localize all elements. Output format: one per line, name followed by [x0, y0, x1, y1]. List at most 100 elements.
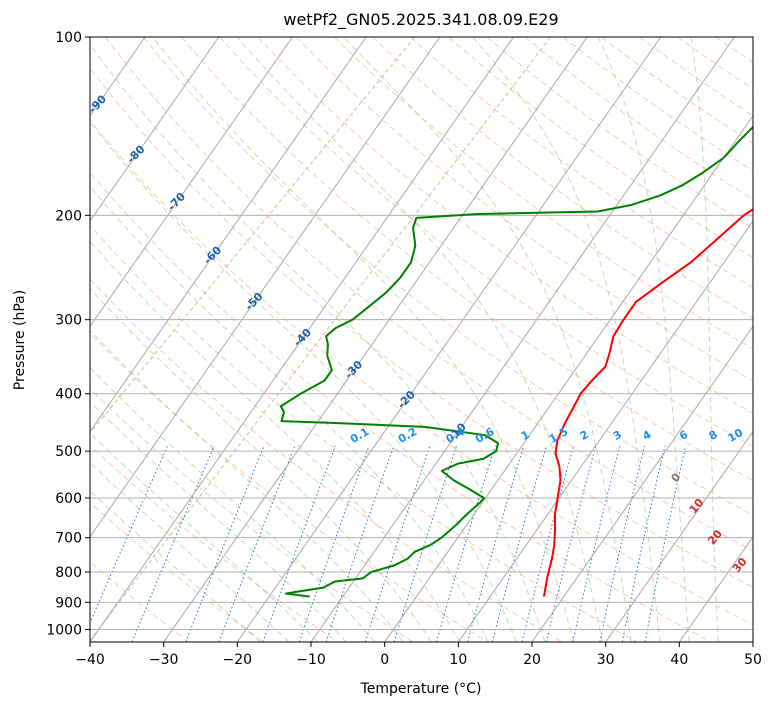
mixing-ratio-line — [262, 445, 336, 642]
y-tick-label: 100 — [55, 30, 82, 46]
dry-adiabat-line — [219, 37, 753, 448]
x-axis-label: Temperature (°C) — [360, 681, 482, 697]
moist-adiabat-line — [90, 121, 517, 642]
dry-adiabat-line — [90, 278, 563, 642]
isotherm-line — [163, 37, 588, 642]
moist-adiabat-line — [236, 37, 603, 642]
dry-adiabat-line — [143, 37, 753, 516]
mixing-ratio-line — [572, 445, 621, 642]
dry-adiabat-line — [486, 37, 753, 229]
sounding-series — [279, 125, 753, 598]
isotherm-line — [752, 641, 753, 642]
plot-area — [90, 37, 753, 642]
y-tick-label: 700 — [55, 531, 82, 547]
moist-adiabat-line — [343, 37, 632, 642]
isotherm-line — [90, 37, 220, 222]
dry-adiabat-line — [90, 171, 712, 642]
moist-adiabat-line — [90, 462, 290, 642]
dry-adiabat-line — [257, 37, 753, 414]
x-tick-label: −20 — [223, 652, 253, 668]
y-axis: 100 200 300 400 500 600 700 800 900 1000 — [46, 30, 90, 638]
moist-adiabat-line — [90, 240, 461, 642]
x-tick-label: 10 — [449, 652, 467, 668]
mixing-ratio-line — [218, 445, 296, 642]
dry-adiabat-line — [601, 37, 753, 144]
x-tick-label: 20 — [523, 652, 541, 668]
isotherm-label: -100 — [40, 46, 69, 75]
mixing-ratio-line — [491, 445, 547, 642]
dry-adiabat-line — [90, 501, 264, 642]
dry-adiabat-line — [90, 67, 753, 588]
x-tick-label: 0 — [380, 652, 389, 668]
mixing-ratio-line — [599, 445, 646, 642]
isotherm-line — [310, 37, 735, 642]
isotherm-line — [90, 37, 293, 328]
moist-adiabat-line — [597, 37, 690, 642]
plot-frame — [89, 36, 754, 643]
mixing-ratio-line — [644, 445, 687, 642]
ice-lines — [90, 37, 552, 642]
y-tick-label: 800 — [55, 565, 82, 581]
isotherm-line — [678, 535, 753, 642]
moist-adiabat-label: 40 — [755, 583, 775, 603]
isotherm-line — [236, 37, 662, 642]
y-tick-label: 200 — [55, 208, 82, 224]
isotherm-line — [90, 37, 514, 642]
dry-adiabat-line — [562, 37, 753, 172]
y-tick-label: 600 — [55, 491, 82, 507]
isotherm-line — [384, 114, 753, 642]
dry-adiabat-line — [333, 37, 753, 350]
isotherm-line — [0, 37, 72, 642]
mixing-ratio-line — [364, 445, 431, 642]
moist-adiabat-line — [90, 329, 404, 642]
mixing-ratio-line — [435, 445, 496, 642]
isotherm-line — [90, 37, 441, 538]
dry-adiabat-line — [754, 37, 775, 642]
dry-adiabat-line — [90, 332, 488, 642]
background-lines — [0, 37, 775, 642]
mixing-ratio-line — [90, 445, 168, 625]
moist-adiabat-line — [90, 43, 546, 642]
x-tick-label: −40 — [75, 652, 105, 668]
moist-adiabats — [90, 37, 719, 642]
dry-adiabat-line — [104, 37, 753, 552]
y-tick-label: 900 — [55, 595, 82, 611]
mixing-ratio-label: 13 — [755, 426, 775, 445]
dry-adiabat-line — [372, 37, 753, 319]
x-tick-label: 30 — [597, 652, 615, 668]
y-tick-label: 500 — [55, 444, 82, 460]
dry-adiabat-line — [90, 224, 638, 642]
mixing-ratio-line — [521, 445, 575, 642]
x-axis: −40 −30 −20 −10 0 10 20 30 40 50 — [75, 642, 762, 668]
ice-line — [90, 37, 552, 642]
isotherms — [0, 37, 753, 642]
moist-adiabat-line — [90, 490, 261, 642]
moist-adiabat-line — [690, 37, 719, 642]
chart-title: wetPf2_GN05.2025.341.08.09.E29 — [283, 10, 558, 30]
mixing-ratio-line — [325, 445, 395, 642]
moist-adiabat-line — [90, 432, 319, 642]
x-tick-label: −10 — [296, 652, 326, 668]
mixing-ratio-line — [621, 445, 666, 642]
temperature-profile-line — [542, 208, 753, 597]
mixing-ratio-line — [467, 445, 525, 642]
moist-adiabat-line — [152, 37, 575, 642]
mixing-ratio-line — [298, 445, 370, 642]
x-tick-label: −30 — [149, 652, 179, 668]
y-axis-label: Pressure (hPa) — [12, 290, 28, 390]
moist-adiabat-line — [90, 185, 489, 642]
dry-adiabats — [90, 37, 775, 642]
mixing-ratio-line — [545, 445, 597, 642]
moist-adiabat-line — [472, 37, 661, 642]
isotherm-line — [531, 325, 753, 642]
isotherm-line — [605, 430, 753, 642]
dewpoint-profile-line — [279, 125, 753, 598]
isotherm-line — [457, 220, 753, 642]
dry-adiabat-line — [295, 37, 753, 382]
x-tick-label: 40 — [670, 652, 688, 668]
y-tick-label: 1000 — [46, 622, 82, 638]
dry-adiabat-line — [448, 37, 753, 259]
moist-adiabat-line — [90, 367, 376, 642]
dry-adiabat-line — [90, 444, 339, 642]
